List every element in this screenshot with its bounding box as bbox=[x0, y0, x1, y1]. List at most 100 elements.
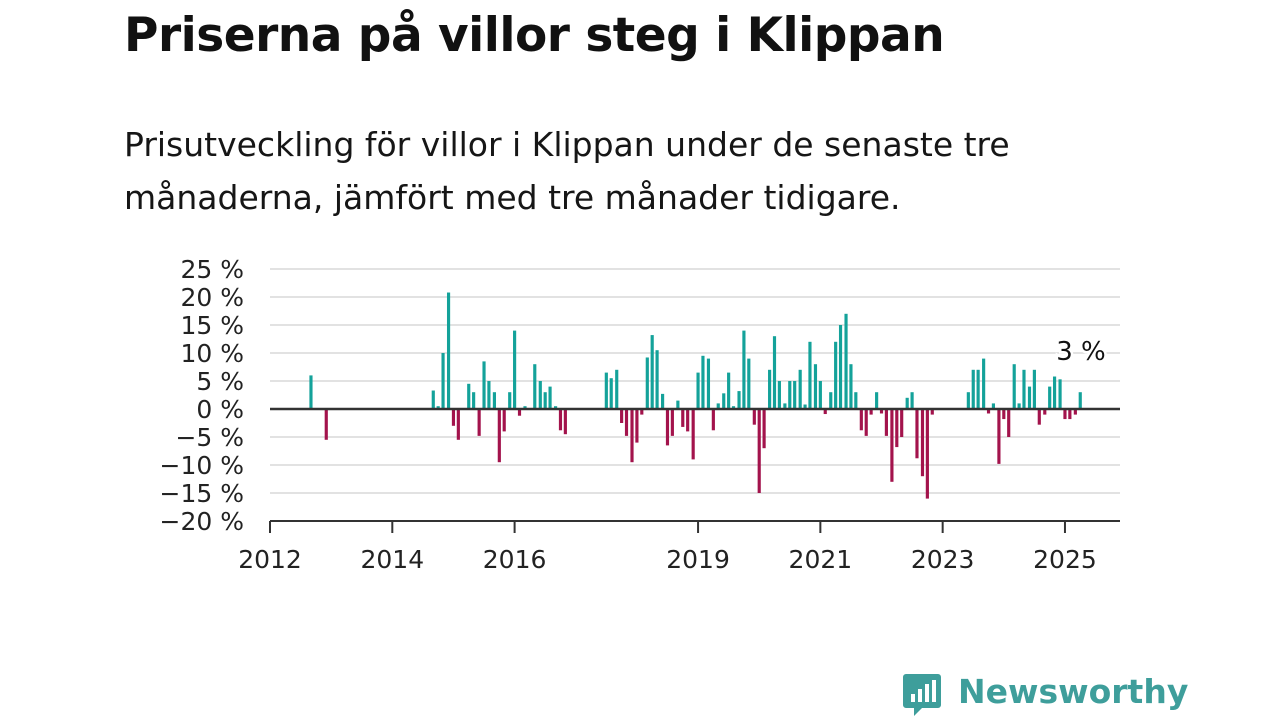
bar bbox=[910, 392, 914, 409]
bar bbox=[477, 409, 481, 436]
bar bbox=[859, 409, 863, 431]
bar bbox=[1048, 386, 1052, 409]
bar bbox=[1017, 403, 1021, 409]
bar bbox=[875, 392, 879, 409]
bar bbox=[1022, 369, 1026, 409]
bar bbox=[722, 393, 726, 409]
y-tick-label: 5 % bbox=[196, 367, 244, 396]
bar bbox=[772, 336, 777, 409]
bar bbox=[513, 330, 517, 409]
bar bbox=[615, 369, 619, 409]
bar bbox=[900, 409, 904, 437]
bar bbox=[752, 409, 756, 425]
bar bbox=[1027, 386, 1032, 409]
bar bbox=[686, 409, 690, 432]
bar bbox=[538, 381, 542, 409]
bar bbox=[1002, 409, 1006, 420]
bar bbox=[742, 330, 746, 409]
bar bbox=[543, 392, 547, 409]
y-tick-label: 20 % bbox=[180, 283, 244, 312]
bar bbox=[762, 409, 766, 449]
x-tick-label: 2019 bbox=[666, 545, 730, 574]
bar bbox=[492, 392, 496, 409]
bar bbox=[783, 403, 787, 409]
bar bbox=[834, 341, 838, 409]
bar bbox=[517, 409, 522, 416]
bar bbox=[768, 369, 772, 409]
bar bbox=[482, 361, 486, 409]
bar bbox=[640, 409, 644, 415]
bar bbox=[1037, 409, 1041, 425]
bar bbox=[788, 381, 792, 409]
newsworthy-logo-text: Newsworthy bbox=[958, 672, 1189, 711]
bar bbox=[563, 409, 567, 435]
bar bbox=[665, 409, 670, 446]
bar bbox=[630, 409, 634, 463]
bar bbox=[624, 409, 629, 436]
y-tick-label: 10 % bbox=[180, 339, 244, 368]
bar bbox=[635, 409, 639, 443]
y-tick-label: 25 % bbox=[180, 255, 244, 284]
y-tick-label: −5 % bbox=[175, 423, 244, 452]
bar bbox=[706, 358, 711, 409]
bar bbox=[1032, 369, 1036, 409]
bar bbox=[997, 409, 1001, 464]
bar bbox=[737, 391, 741, 409]
bar bbox=[558, 409, 563, 431]
bar bbox=[930, 409, 934, 415]
bar bbox=[777, 381, 781, 409]
bar bbox=[803, 404, 807, 409]
y-tick-label: −20 % bbox=[160, 507, 244, 536]
bar bbox=[890, 409, 894, 482]
bar bbox=[676, 400, 680, 409]
bar bbox=[793, 381, 797, 409]
bar bbox=[467, 383, 471, 409]
bar bbox=[620, 409, 624, 423]
bar bbox=[691, 409, 695, 460]
y-tick-label: −10 % bbox=[160, 451, 244, 480]
axes bbox=[269, 407, 1120, 533]
bar bbox=[487, 381, 491, 409]
bar bbox=[670, 409, 674, 436]
bar bbox=[324, 409, 328, 440]
bar bbox=[1043, 409, 1047, 415]
bar bbox=[456, 409, 460, 440]
bar bbox=[731, 406, 736, 409]
bar bbox=[1012, 364, 1016, 409]
x-tick-label: 2025 bbox=[1033, 545, 1097, 574]
bar bbox=[711, 409, 715, 431]
bar bbox=[309, 375, 313, 409]
bar bbox=[1052, 376, 1057, 409]
bar bbox=[681, 409, 685, 427]
bar bbox=[523, 406, 527, 409]
chart-subtitle: Prisutveckling för villor i Klippan unde… bbox=[124, 125, 1010, 217]
bar bbox=[884, 409, 888, 436]
tick-labels: 25 %20 %15 %10 %5 %0 %−5 %−10 %−15 %−20 … bbox=[160, 255, 1109, 574]
bar-series bbox=[309, 292, 1082, 499]
grid-lines bbox=[270, 268, 1120, 522]
y-tick-label: 0 % bbox=[196, 395, 244, 424]
y-tick-label: 15 % bbox=[180, 311, 244, 340]
bar bbox=[986, 409, 991, 414]
bar bbox=[864, 409, 868, 436]
bar bbox=[655, 350, 659, 409]
x-tick-label: 2016 bbox=[483, 545, 547, 574]
newsworthy-logo: Newsworthy bbox=[902, 672, 1188, 718]
bar bbox=[441, 353, 445, 409]
bar bbox=[849, 364, 853, 409]
bar bbox=[446, 292, 451, 409]
bar bbox=[1073, 409, 1077, 415]
bar bbox=[844, 313, 848, 409]
bar bbox=[823, 409, 827, 415]
bar bbox=[895, 409, 899, 448]
bar bbox=[436, 406, 440, 409]
bar bbox=[604, 372, 608, 409]
bar bbox=[813, 364, 818, 409]
bar bbox=[533, 364, 537, 409]
bar bbox=[971, 369, 975, 409]
bar bbox=[701, 355, 705, 409]
bar bbox=[650, 335, 654, 409]
chart-title: Priserna på villor steg i Klippan bbox=[124, 8, 945, 63]
bar bbox=[838, 325, 843, 409]
x-tick-label: 2021 bbox=[789, 545, 853, 574]
